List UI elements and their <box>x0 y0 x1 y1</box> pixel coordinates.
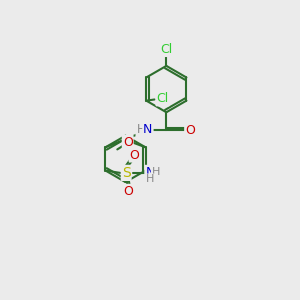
Text: N: N <box>145 166 155 179</box>
Text: N: N <box>143 123 153 136</box>
Text: Cl: Cl <box>160 43 172 56</box>
Text: O: O <box>123 136 133 149</box>
Text: O: O <box>130 148 140 162</box>
Text: H: H <box>136 123 145 136</box>
Text: Cl: Cl <box>157 92 169 105</box>
Text: H: H <box>146 174 154 184</box>
Text: S: S <box>122 166 130 180</box>
Text: O: O <box>185 124 195 136</box>
Text: O: O <box>123 185 133 198</box>
Text: H: H <box>152 167 160 177</box>
